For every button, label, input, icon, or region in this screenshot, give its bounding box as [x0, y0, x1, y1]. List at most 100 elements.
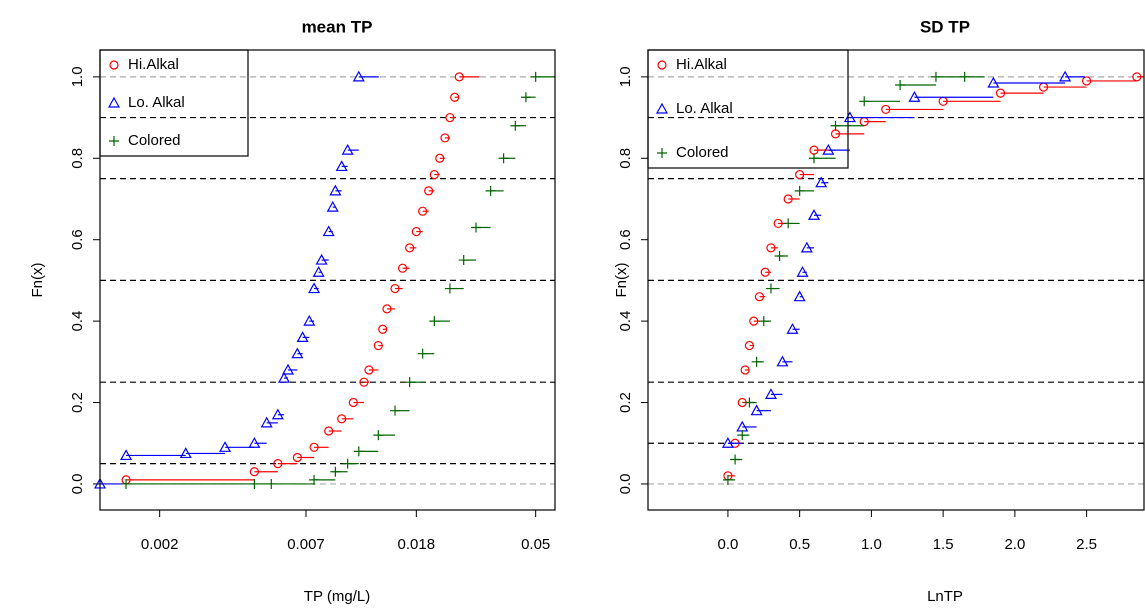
point: [485, 185, 496, 196]
point: [444, 283, 455, 294]
point: [309, 474, 320, 485]
point: [722, 474, 733, 485]
point: [510, 120, 521, 131]
point: [405, 243, 415, 253]
point: [352, 70, 365, 82]
legend-marker: [107, 96, 121, 108]
point: [450, 92, 460, 102]
point: [435, 153, 445, 163]
point: [786, 323, 799, 334]
point: [794, 185, 805, 196]
x-tick-label: 1.5: [933, 536, 954, 553]
legend-marker: [109, 60, 119, 70]
point: [249, 478, 260, 489]
point: [1082, 76, 1092, 86]
point: [271, 408, 284, 420]
point: [498, 153, 509, 164]
x-tick-label: 0.018: [398, 536, 436, 553]
point: [219, 441, 232, 452]
point: [309, 442, 319, 452]
point: [776, 355, 789, 367]
point: [324, 426, 334, 436]
y-tick-label: 0.0: [69, 474, 86, 495]
plot-frame: [99, 49, 556, 511]
point: [308, 282, 321, 294]
legend-label: Hi.Alkal: [676, 56, 727, 73]
x-axis-label: LnTP: [927, 588, 963, 605]
point: [750, 404, 763, 416]
point: [273, 458, 283, 469]
point: [737, 430, 748, 441]
legend-marker: [657, 148, 667, 158]
point: [312, 266, 325, 277]
y-tick-label: 0.0: [617, 474, 634, 495]
chart-title: mean TP: [302, 17, 373, 36]
legend-marker: [655, 102, 669, 114]
point: [809, 153, 820, 164]
legend-label: Lo. Alkal: [676, 100, 733, 117]
point: [740, 365, 750, 375]
point: [353, 446, 364, 457]
point: [721, 437, 734, 448]
point: [783, 218, 794, 229]
point: [800, 241, 813, 253]
y-tick-label: 0.6: [617, 229, 634, 250]
point: [859, 96, 870, 107]
point: [764, 388, 777, 399]
point: [822, 143, 835, 155]
point: [326, 200, 339, 212]
point: [773, 218, 783, 229]
point: [830, 120, 841, 131]
point: [341, 143, 354, 155]
point: [895, 80, 906, 91]
point: [796, 266, 809, 277]
point: [959, 71, 970, 82]
point: [249, 467, 259, 477]
legend-label: Colored: [128, 132, 181, 149]
point: [730, 454, 741, 465]
point: [281, 363, 295, 375]
legend-box: [647, 49, 849, 169]
y-tick-label: 0.8: [69, 148, 86, 169]
point: [179, 447, 192, 459]
legend-label: Colored: [676, 144, 729, 161]
point: [359, 377, 369, 387]
point: [404, 377, 415, 388]
point: [292, 452, 302, 463]
point: [429, 316, 440, 327]
point: [744, 340, 755, 351]
point: [458, 255, 469, 266]
point: [303, 314, 316, 326]
y-tick-label: 0.2: [69, 392, 86, 413]
point: [440, 133, 450, 143]
series: [721, 70, 1086, 448]
point: [751, 356, 762, 367]
point: [296, 331, 309, 342]
point: [322, 225, 335, 237]
point: [417, 348, 428, 359]
point: [765, 283, 776, 294]
point: [248, 437, 261, 448]
x-tick-label: 0.5: [789, 536, 810, 553]
point: [995, 88, 1006, 98]
point: [807, 209, 821, 220]
point: [266, 478, 277, 489]
point: [749, 316, 759, 326]
x-tick-label: 0.007: [287, 536, 325, 553]
legend-box: [99, 49, 249, 157]
point: [930, 71, 941, 82]
point: [754, 292, 765, 302]
point: [520, 92, 531, 103]
point: [445, 112, 455, 123]
point: [783, 194, 793, 204]
y-tick-label: 1.0: [69, 66, 86, 87]
point: [530, 71, 541, 82]
point: [373, 430, 384, 441]
legend-label: Hi.Alkal: [128, 56, 179, 73]
point: [121, 478, 132, 489]
y-tick-label: 0.4: [617, 311, 634, 332]
plot-frame: [647, 49, 1145, 511]
point: [364, 365, 374, 375]
x-tick-label: 0.0: [717, 536, 738, 553]
point: [744, 397, 755, 408]
